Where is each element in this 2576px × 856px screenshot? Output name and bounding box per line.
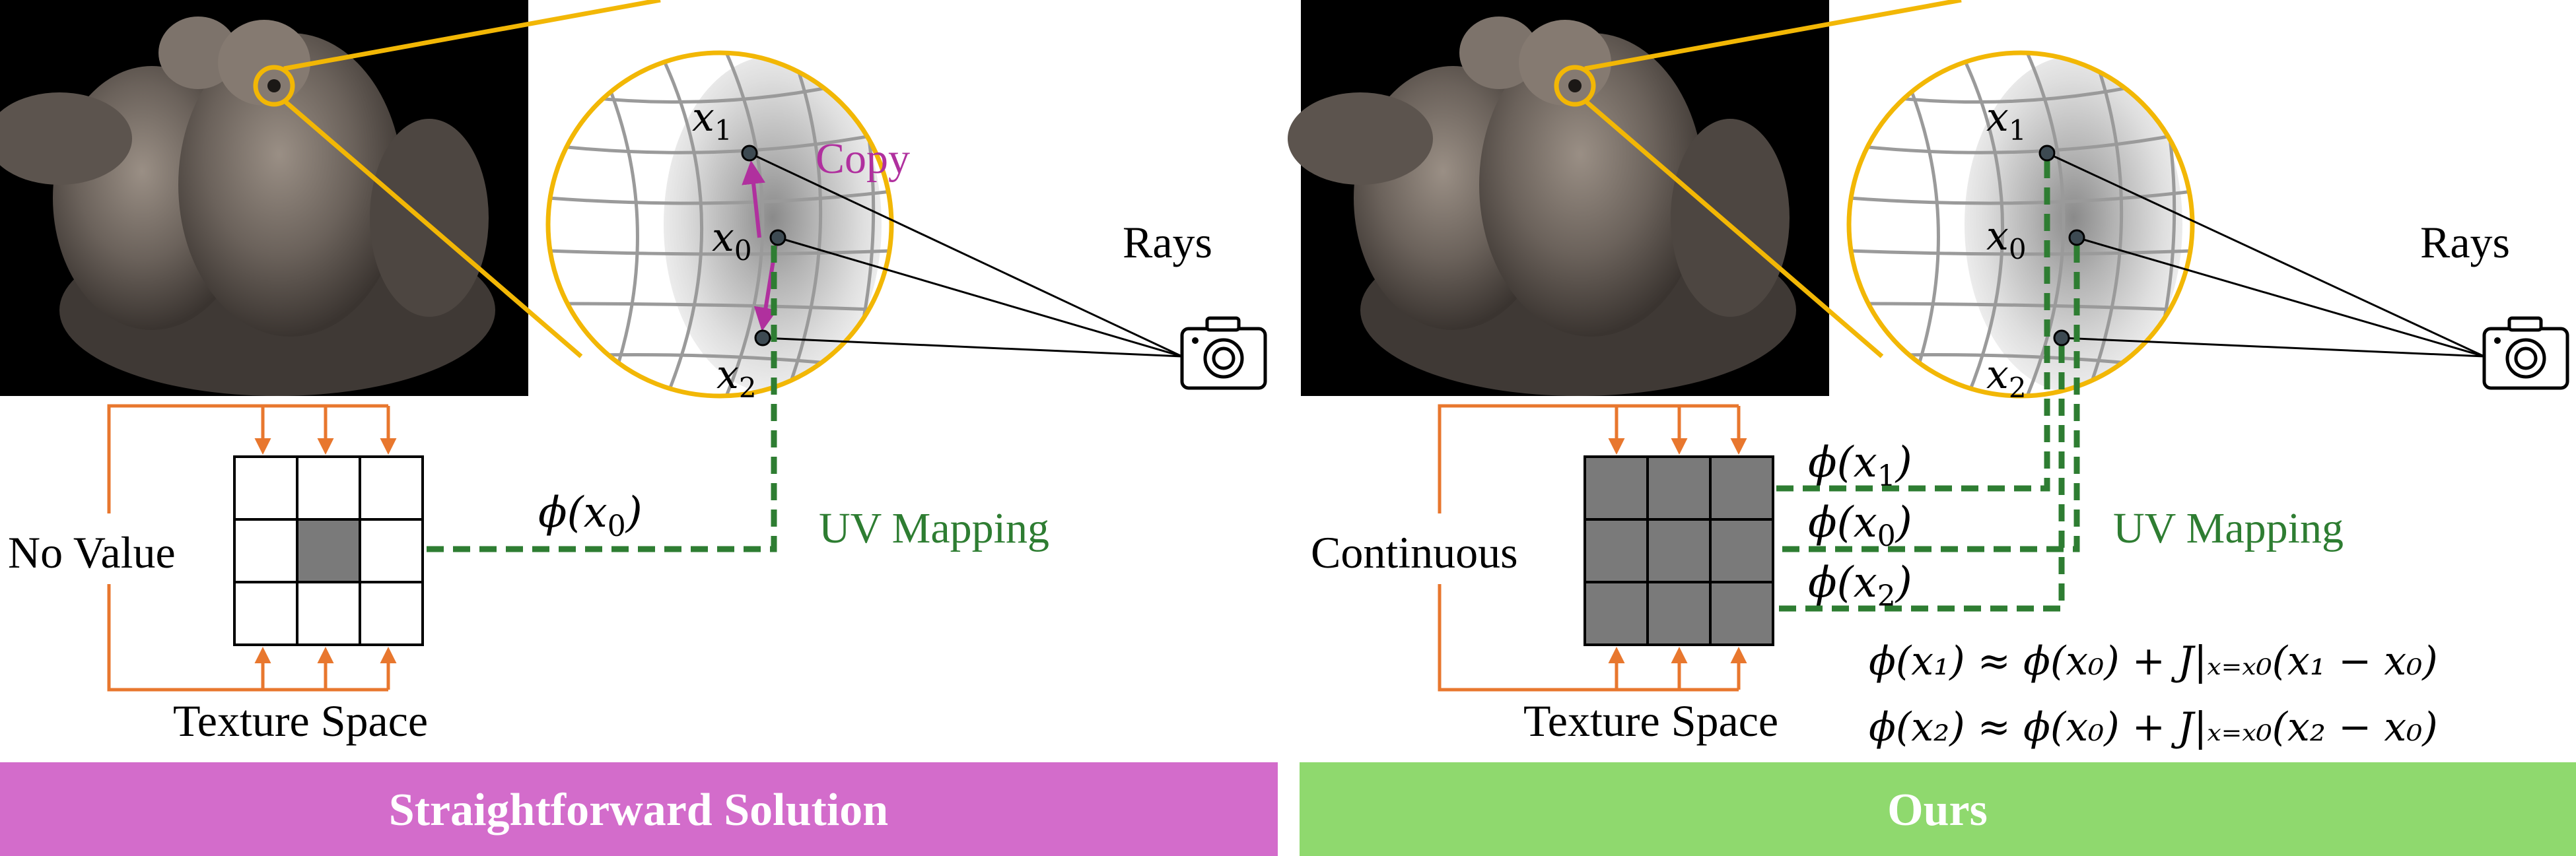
- uv-mapping-arrow: [363, 246, 777, 567]
- texture-space-label-left: Texture Space: [173, 696, 428, 746]
- bird-statue-photo-right: [1288, 0, 1829, 396]
- label-x2: x2: [716, 352, 757, 404]
- point-x1-right: [2038, 145, 2056, 162]
- label-x0-right: x0: [1986, 213, 2027, 265]
- phi-x0-label-right: ϕ(x0): [1808, 498, 1912, 553]
- point-x0: [769, 229, 786, 246]
- magnify-line-top: [283, 0, 661, 71]
- rays: [749, 152, 1183, 358]
- uv-mapping-label-right: UV Mapping: [2113, 504, 2344, 552]
- no-value-label: No Value: [8, 527, 176, 577]
- phi-x1-label-right: ϕ(x1): [1808, 438, 1912, 493]
- rays-label-right: Rays: [2420, 217, 2510, 267]
- equation-x1: ϕ(x₁) ≈ ϕ(x₀) + J|ₓ₌ₓ₀(x₁ − x₀): [1869, 638, 2438, 684]
- texture-space-label-right: Texture Space: [1523, 696, 1778, 746]
- texture-grid-right: [1584, 455, 1774, 646]
- magnify-source-circle-right: [1554, 65, 1596, 107]
- bird-statue-photo-left: [0, 0, 528, 396]
- magnify-line-bottom-right: [1584, 100, 1884, 358]
- texture-grid-left: [233, 455, 424, 646]
- camera-icon-right: [2484, 318, 2567, 388]
- rays-label-left: Rays: [1123, 217, 1212, 267]
- sampling-bracket-right: [1438, 404, 1747, 692]
- rays-right: [2046, 152, 2485, 358]
- banner-ours-text: Ours: [1887, 785, 1988, 836]
- point-x2-right: [2053, 329, 2070, 346]
- label-x1-right: x1: [1986, 94, 2027, 147]
- label-x1: x1: [692, 94, 732, 147]
- label-x2-right: x2: [1986, 352, 2027, 404]
- right-panel: x1 x0 x2 Rays UV Mapping ϕ(x1) ϕ(x0) ϕ(x…: [1288, 0, 2576, 856]
- phi-x0-label: ϕ(x0): [538, 488, 643, 543]
- sampling-bracket-left: [107, 404, 397, 692]
- banner-straightforward: [0, 762, 1278, 856]
- banner-straightforward-text: Straightforward Solution: [389, 785, 888, 836]
- phi-x2-label-right: ϕ(x2): [1808, 558, 1912, 613]
- point-x1: [741, 145, 758, 162]
- uv-mapping-arrows-right: [1707, 161, 2080, 626]
- equation-x2: ϕ(x₂) ≈ ϕ(x₀) + J|ₓ₌ₓ₀(x₂ − x₀): [1869, 704, 2438, 750]
- uv-mapping-label-left: UV Mapping: [819, 504, 1049, 552]
- magnifier-circle: [545, 50, 894, 399]
- magnified-surface-right: [1849, 53, 2192, 396]
- left-panel: x1 x0 x2 Copy Rays UV Mapping ϕ(x0): [0, 0, 1278, 856]
- copy-arrow-up: [742, 160, 766, 238]
- label-x0: x0: [712, 214, 752, 267]
- magnifier-circle-right: [1846, 50, 2195, 399]
- camera-icon-left: [1182, 318, 1265, 388]
- point-x0-right: [2068, 229, 2085, 246]
- copy-label: Copy: [816, 135, 910, 183]
- magnify-source-circle: [253, 65, 295, 107]
- continuous-label: Continuous: [1311, 527, 1518, 577]
- banner-ours: [1300, 762, 2576, 856]
- magnify-line-top-right: [1584, 0, 1962, 71]
- point-x2: [754, 329, 771, 346]
- magnify-line-bottom: [283, 100, 583, 358]
